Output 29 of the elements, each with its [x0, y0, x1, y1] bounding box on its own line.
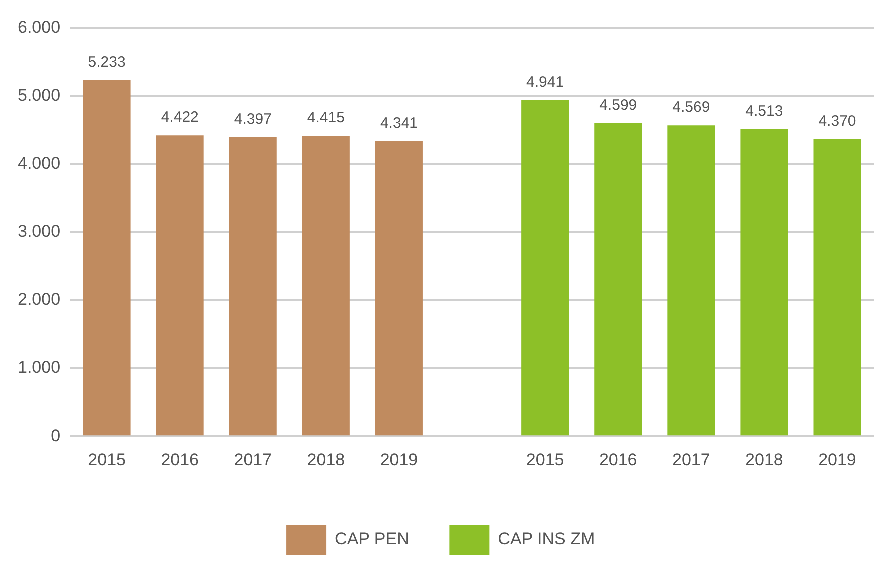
data-label: 4.569	[672, 99, 710, 116]
data-label: 4.370	[818, 112, 856, 130]
legend-label: CAP PEN	[335, 530, 410, 549]
y-tick-label: 1.000	[18, 358, 61, 378]
y-tick-label: 3.000	[18, 222, 61, 242]
data-label: 4.341	[380, 114, 418, 132]
x-tick-label: 2016	[599, 450, 638, 470]
data-label: 4.397	[234, 110, 272, 128]
x-tick-label: 2019	[818, 450, 856, 470]
y-tick-label: 5.000	[18, 86, 61, 105]
data-label: 4.422	[161, 109, 199, 126]
data-label: 4.415	[307, 110, 345, 127]
y-tick-label: 6.000	[18, 18, 61, 37]
x-tick-label: 2016	[161, 450, 200, 470]
y-tick-label: 0	[51, 426, 61, 446]
y-tick-label: 4.000	[18, 154, 61, 174]
x-tick-label: 2017	[672, 450, 710, 470]
x-tick-label: 2015	[88, 450, 126, 470]
x-tick-label: 2018	[746, 450, 784, 470]
data-label: 5.233	[88, 54, 126, 72]
y-tick-label: 2.000	[18, 290, 61, 310]
data-label: 4.941	[526, 74, 564, 91]
data-label: 4.513	[746, 103, 784, 120]
x-tick-label: 2018	[307, 450, 346, 470]
x-tick-label: 2015	[526, 450, 564, 470]
data-label: 4.599	[600, 97, 638, 114]
x-tick-label: 2019	[380, 450, 418, 470]
legend-label: CAP INS ZM	[498, 530, 596, 549]
x-tick-label: 2017	[234, 450, 272, 470]
